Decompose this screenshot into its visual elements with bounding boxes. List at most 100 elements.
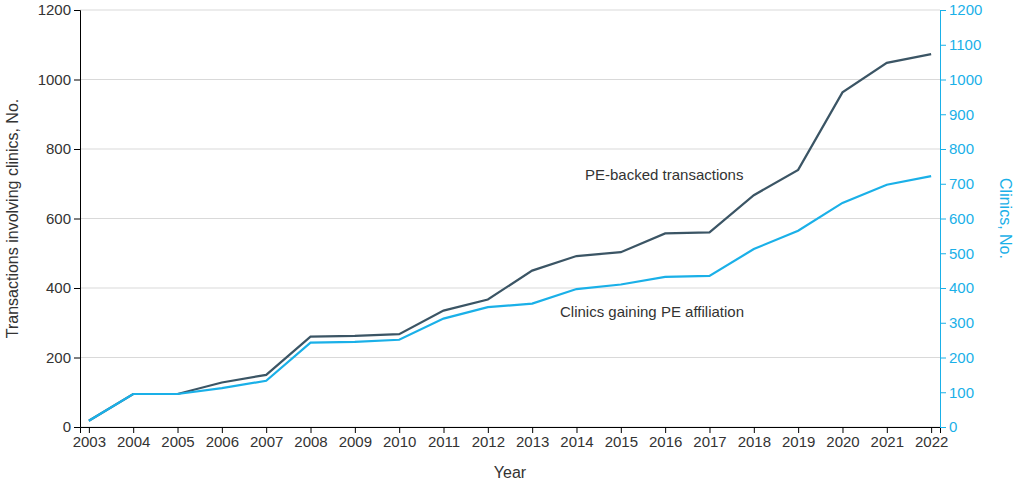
y-axis-line xyxy=(74,11,81,428)
x-axis: 2003 2004 2005 2006 2007 2008 2009 2010 2011 2012… xyxy=(73,427,949,450)
tick: 2009 xyxy=(339,427,372,450)
tick: 2012 xyxy=(472,427,505,450)
tick: 2022 xyxy=(915,427,948,450)
tick: 2015 xyxy=(605,427,638,450)
tick-mark xyxy=(940,392,946,393)
tick-mark xyxy=(940,149,946,150)
tick: 200 xyxy=(940,349,974,366)
tick: 2007 xyxy=(250,427,283,450)
tick-label: 600 xyxy=(46,210,71,227)
grid-line xyxy=(80,288,940,289)
tick-label: 0 xyxy=(63,418,71,435)
tick-mark xyxy=(940,323,946,324)
tick-label: 1200 xyxy=(949,1,982,18)
tick: 400 xyxy=(46,279,80,296)
tick-mark xyxy=(940,80,946,81)
tick-label: 900 xyxy=(949,106,974,123)
tick: 900 xyxy=(940,106,974,123)
tick-label: 300 xyxy=(949,314,974,331)
y-axis: 0 200 400 600 800 1000 1200 xyxy=(38,1,81,435)
tick: 600 xyxy=(46,210,80,227)
tick: 400 xyxy=(940,279,974,296)
grid-line xyxy=(80,10,940,11)
tick-mark xyxy=(74,149,80,150)
tick-label: 0 xyxy=(949,418,957,435)
tick: 2014 xyxy=(560,427,593,450)
tick-label: 2018 xyxy=(738,433,771,450)
grid-line xyxy=(80,79,940,80)
tick-label: 1200 xyxy=(38,1,71,18)
chart: 2003 2004 2005 2006 2007 2008 2009 2010 2011 2012… xyxy=(0,0,1024,484)
tick: 1200 xyxy=(940,1,982,18)
tick-label: 700 xyxy=(949,175,974,192)
tick-label: 2004 xyxy=(117,433,150,450)
tick: 300 xyxy=(940,314,974,331)
tick: 1200 xyxy=(38,1,80,18)
tick-mark xyxy=(940,10,946,11)
tick-label: 2022 xyxy=(915,433,948,450)
tick-label: 2008 xyxy=(294,433,327,450)
tick-label: 2016 xyxy=(649,433,682,450)
tick-label: 2014 xyxy=(560,433,593,450)
tick-label: 500 xyxy=(949,245,974,262)
grid xyxy=(80,10,940,427)
y-axis-title: Transactions involving clinics, No. xyxy=(4,99,21,339)
tick-mark xyxy=(940,288,946,289)
tick: 500 xyxy=(940,245,974,262)
tick: 2003 xyxy=(73,427,106,450)
tick-label: 2007 xyxy=(250,433,283,450)
tick: 600 xyxy=(940,210,974,227)
tick-label: 2005 xyxy=(161,433,194,450)
tick: 0 xyxy=(63,418,80,435)
series-line xyxy=(89,54,931,421)
grid-line xyxy=(80,218,940,219)
tick-label: 600 xyxy=(949,210,974,227)
y2-axis: 0100200300400500600700800900100011001200 xyxy=(940,1,982,435)
tick-mark xyxy=(940,219,946,220)
tick-label: 400 xyxy=(949,279,974,296)
tick-mark xyxy=(74,80,80,81)
tick-label: 400 xyxy=(46,279,71,296)
tick: 0 xyxy=(940,418,957,435)
tick: 700 xyxy=(940,175,974,192)
tick-mark xyxy=(74,358,80,359)
tick: 2006 xyxy=(206,427,239,450)
tick-label: 2013 xyxy=(516,433,549,450)
tick-label: 800 xyxy=(46,140,71,157)
grid-line xyxy=(80,357,940,358)
tick-label: 2017 xyxy=(693,433,726,450)
tick-label: 2020 xyxy=(826,433,859,450)
tick: 100 xyxy=(940,384,974,401)
tick: 2005 xyxy=(161,427,194,450)
tick-mark xyxy=(940,45,946,46)
tick-mark xyxy=(940,427,946,428)
tick-mark xyxy=(74,427,80,428)
tick: 200 xyxy=(46,349,80,366)
tick: 800 xyxy=(940,140,974,157)
tick: 2016 xyxy=(649,427,682,450)
tick: 2011 xyxy=(428,427,460,450)
tick-label: 2021 xyxy=(871,433,904,450)
y2-axis-line xyxy=(941,11,947,428)
tick-mark xyxy=(74,219,80,220)
tick-label: 2006 xyxy=(206,433,239,450)
tick-label: 1100 xyxy=(949,36,981,53)
tick-mark xyxy=(940,184,946,185)
tick: 2018 xyxy=(738,427,771,450)
tick: 1000 xyxy=(38,71,80,88)
tick-label: 2019 xyxy=(782,433,815,450)
series-label: PE-backed transactions xyxy=(585,166,743,183)
tick-label: 2010 xyxy=(383,433,416,450)
x-axis-title: Year xyxy=(494,464,527,481)
tick-mark xyxy=(940,253,946,254)
tick: 2019 xyxy=(782,427,815,450)
tick-mark xyxy=(940,358,946,359)
tick: 2017 xyxy=(693,427,726,450)
tick-mark xyxy=(940,114,946,115)
y2-axis-title: Clinics, No. xyxy=(997,178,1014,259)
series-line xyxy=(89,176,931,421)
tick-label: 200 xyxy=(46,349,71,366)
tick-label: 200 xyxy=(949,349,974,366)
tick: 2004 xyxy=(117,427,150,450)
tick: 800 xyxy=(46,140,80,157)
